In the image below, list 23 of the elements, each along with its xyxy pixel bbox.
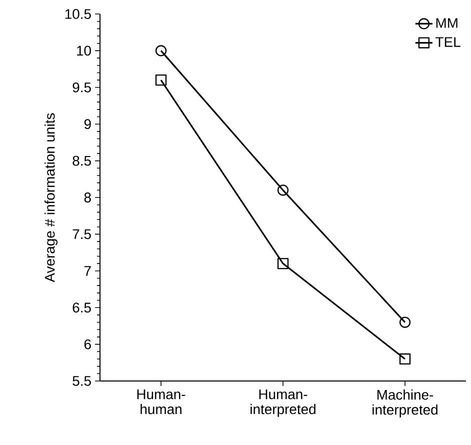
y-tick-label: 5.5 [72,376,91,386]
point [277,184,289,196]
point [155,74,167,86]
y-tick-label: 10.5 [65,9,91,19]
x-tick-label: Human-interpreted [250,390,316,417]
legend-label: MM [436,18,458,28]
point [155,45,167,56]
y-tick-label: 9 [84,119,91,130]
y-tick-label: 9.5 [72,82,91,92]
y-tick-label: 6 [84,339,91,350]
y-tick-label: 7 [84,266,91,276]
y-tick-label: 6.5 [72,302,91,313]
legend-label: TEL [436,37,460,47]
y-axis-title: Average # information units [44,113,58,282]
y-tick-label: 8 [84,192,91,202]
y-tick-label: 10 [77,46,91,56]
point [399,353,411,365]
point [399,316,411,328]
y-tick-label: 7.5 [72,229,91,240]
y-tick-label: 8.5 [72,156,91,166]
x-tick-label: Human-human [137,390,186,414]
x-tick-label: Machine-interpreted [372,390,438,418]
point [277,258,289,270]
